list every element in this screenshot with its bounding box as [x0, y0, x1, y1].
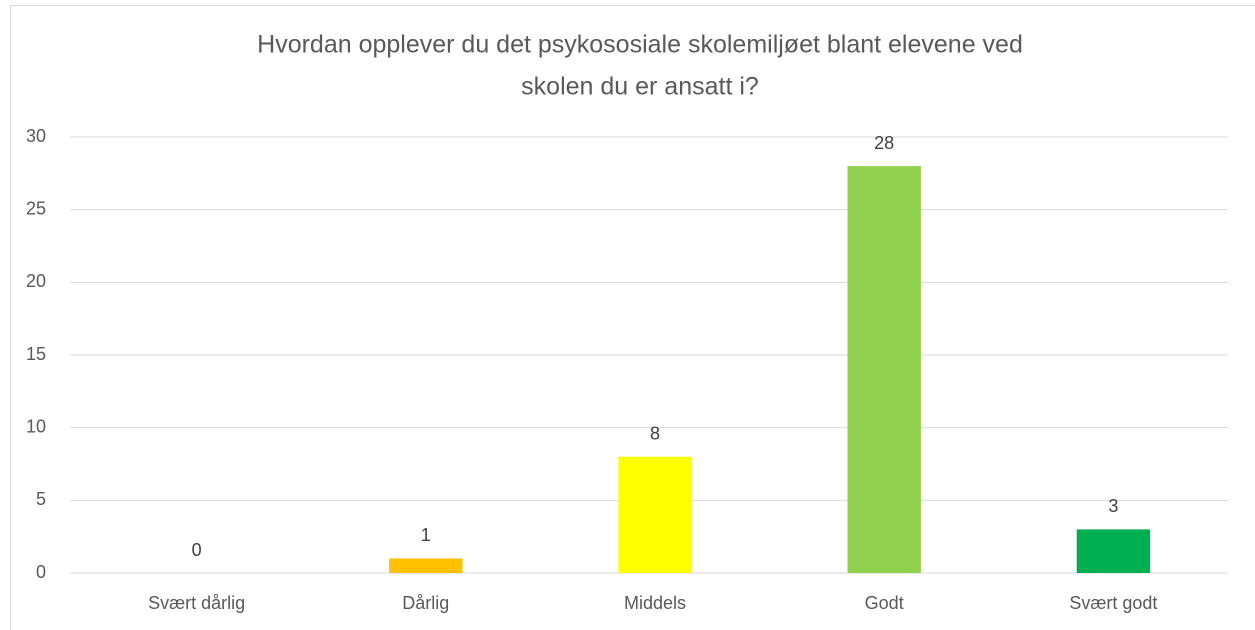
data-label: 1	[421, 525, 431, 545]
x-tick-label: Dårlig	[402, 593, 449, 613]
y-tick-label: 20	[26, 271, 46, 291]
data-label: 3	[1108, 496, 1118, 516]
bar	[1076, 529, 1151, 573]
bar	[618, 456, 692, 573]
data-label: 28	[874, 133, 894, 153]
y-tick-label: 5	[36, 489, 46, 509]
y-tick-label: 15	[26, 344, 46, 364]
x-tick-label: Middels	[624, 593, 686, 613]
y-tick-label: 25	[26, 198, 46, 218]
chart-title: Hvordan opplever du det psykososiale sko…	[257, 31, 1023, 59]
data-label: 8	[650, 423, 660, 443]
x-tick-label: Svært dårlig	[148, 593, 245, 613]
y-tick-label: 30	[26, 126, 46, 146]
x-tick-label: Godt	[865, 593, 904, 613]
bar	[389, 558, 463, 573]
y-tick-label: 0	[36, 562, 46, 582]
bar	[847, 166, 921, 574]
chart-title: skolen du er ansatt i?	[521, 73, 759, 101]
data-label: 0	[192, 540, 202, 560]
y-tick-label: 10	[26, 416, 46, 436]
x-tick-label: Svært godt	[1069, 593, 1157, 613]
